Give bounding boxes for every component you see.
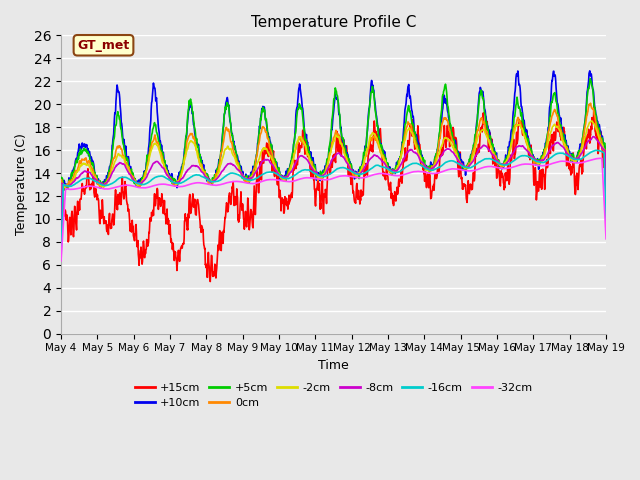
Y-axis label: Temperature (C): Temperature (C) <box>15 133 28 236</box>
Title: Temperature Profile C: Temperature Profile C <box>251 15 416 30</box>
X-axis label: Time: Time <box>318 359 349 372</box>
Legend: +15cm, +10cm, +5cm, 0cm, -2cm, -8cm, -16cm, -32cm: +15cm, +10cm, +5cm, 0cm, -2cm, -8cm, -16… <box>130 378 537 412</box>
Text: GT_met: GT_met <box>77 39 130 52</box>
